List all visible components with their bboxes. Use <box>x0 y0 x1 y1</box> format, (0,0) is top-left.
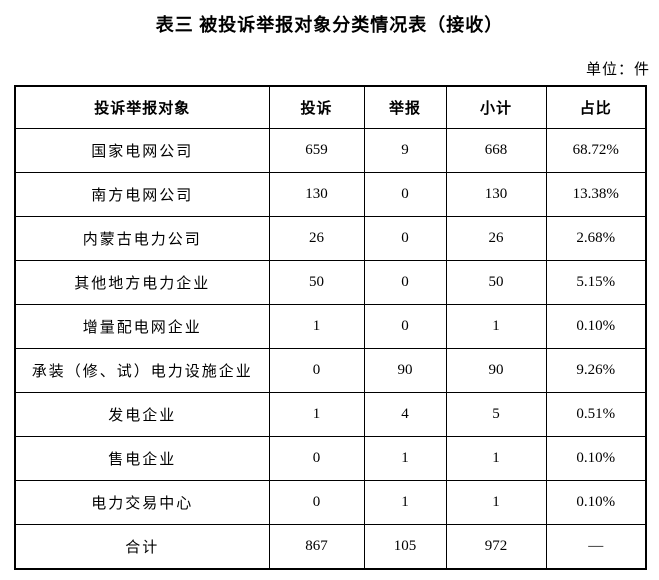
table-header-row: 投诉举报对象 投诉 举报 小计 占比 <box>14 85 647 129</box>
complaints-cell: 867 <box>268 524 365 570</box>
complaint-target-table: 投诉举报对象 投诉 举报 小计 占比 国家电网公司 659 9 668 68.7… <box>14 85 647 570</box>
complaints-cell: 26 <box>268 216 365 261</box>
subtotal-cell: 90 <box>445 348 547 393</box>
share-cell: 13.38% <box>545 172 647 217</box>
reports-cell: 4 <box>363 392 447 437</box>
table-row: 内蒙古电力公司 26 0 26 2.68% <box>14 216 647 261</box>
subtotal-cell: 26 <box>445 216 547 261</box>
complaints-cell: 0 <box>268 480 365 525</box>
reports-cell: 0 <box>363 304 447 349</box>
row-label-cell: 合计 <box>14 524 270 570</box>
unit-label: 单位：件 <box>585 62 650 78</box>
reports-cell: 90 <box>363 348 447 393</box>
subtotal-cell: 50 <box>445 260 547 305</box>
complaints-cell: 0 <box>268 348 365 393</box>
complaints-cell: 1 <box>268 304 365 349</box>
header-subtotal: 小计 <box>445 85 547 129</box>
subtotal-cell: 1 <box>445 304 547 349</box>
reports-cell: 0 <box>363 216 447 261</box>
row-label-cell: 电力交易中心 <box>14 480 270 525</box>
reports-cell: 1 <box>363 480 447 525</box>
table-row: 承装（修、试）电力设施企业 0 90 90 9.26% <box>14 348 647 393</box>
header-share: 占比 <box>545 85 647 129</box>
reports-cell: 1 <box>363 436 447 481</box>
reports-cell: 0 <box>363 172 447 217</box>
reports-cell: 105 <box>363 524 447 570</box>
subtotal-cell: 130 <box>445 172 547 217</box>
complaints-cell: 1 <box>268 392 365 437</box>
row-label-cell: 其他地方电力企业 <box>14 260 270 305</box>
row-label-cell: 承装（修、试）电力设施企业 <box>14 348 270 393</box>
subtotal-cell: 1 <box>445 436 547 481</box>
share-cell: 0.10% <box>545 304 647 349</box>
table-row: 售电企业 0 1 1 0.10% <box>14 436 647 481</box>
complaints-cell: 0 <box>268 436 365 481</box>
share-cell: 5.15% <box>545 260 647 305</box>
complaints-cell: 659 <box>268 128 365 173</box>
header-complaints: 投诉 <box>268 85 365 129</box>
row-label-cell: 南方电网公司 <box>14 172 270 217</box>
subtotal-cell: 1 <box>445 480 547 525</box>
page-title: 表三 被投诉举报对象分类情况表（接收） <box>155 15 504 35</box>
complaints-cell: 130 <box>268 172 365 217</box>
header-reports: 举报 <box>363 85 447 129</box>
row-label-cell: 增量配电网企业 <box>14 304 270 349</box>
row-label-cell: 售电企业 <box>14 436 270 481</box>
complaints-cell: 50 <box>268 260 365 305</box>
row-label-cell: 国家电网公司 <box>14 128 270 173</box>
subtotal-cell: 5 <box>445 392 547 437</box>
table-row: 电力交易中心 0 1 1 0.10% <box>14 480 647 525</box>
share-cell: 0.10% <box>545 480 647 525</box>
share-cell: 0.51% <box>545 392 647 437</box>
share-cell: 68.72% <box>545 128 647 173</box>
table-row: 其他地方电力企业 50 0 50 5.15% <box>14 260 647 305</box>
table-row: 国家电网公司 659 9 668 68.72% <box>14 128 647 173</box>
reports-cell: 0 <box>363 260 447 305</box>
share-cell: 0.10% <box>545 436 647 481</box>
share-cell: 2.68% <box>545 216 647 261</box>
header-object: 投诉举报对象 <box>14 85 270 129</box>
subtotal-cell: 972 <box>445 524 547 570</box>
row-label-cell: 内蒙古电力公司 <box>14 216 270 261</box>
share-cell: — <box>545 524 647 570</box>
table-row: 发电企业 1 4 5 0.51% <box>14 392 647 437</box>
share-cell: 9.26% <box>545 348 647 393</box>
subtotal-cell: 668 <box>445 128 547 173</box>
row-label-cell: 发电企业 <box>14 392 270 437</box>
table-total-row: 合计 867 105 972 — <box>14 524 647 570</box>
reports-cell: 9 <box>363 128 447 173</box>
table-row: 增量配电网企业 1 0 1 0.10% <box>14 304 647 349</box>
table-row: 南方电网公司 130 0 130 13.38% <box>14 172 647 217</box>
